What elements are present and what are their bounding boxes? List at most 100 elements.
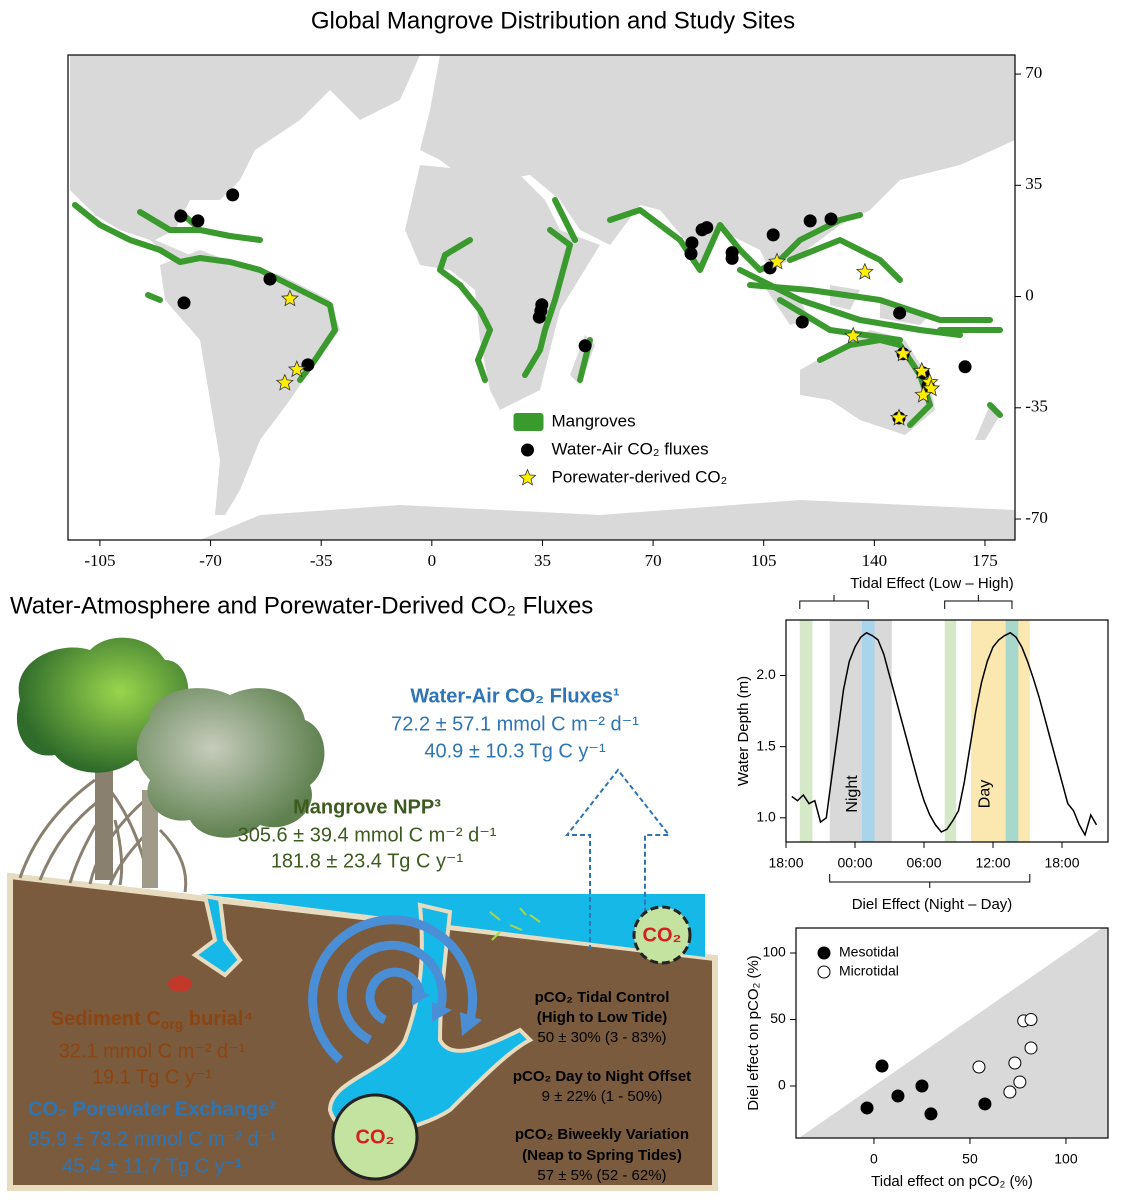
x-tick-label: 0 [428,551,437,570]
point [684,247,698,261]
plot-frame [785,619,1109,843]
y-axis-label: Water Depth (m) [735,676,752,786]
legend-swatch [513,413,544,431]
point [226,188,240,202]
annotation: Diel Effect (Night – Day) [852,896,1013,913]
shaded-band [944,620,957,842]
point [263,272,277,286]
burial-title-sub: org [161,1016,184,1032]
npp-title: Mangrove NPP³ [293,796,441,818]
star-marker [855,262,874,280]
control-value: 57 ± 5% (52 - 62%) [537,1167,666,1184]
shaded-band [971,620,1030,842]
co2-label: CO₂ [643,924,682,946]
depth-line [791,631,1098,837]
control-title: pCO₂ Biweekly Variation [515,1126,689,1143]
bracket [799,595,869,609]
y-tick-label: 100 [762,944,786,960]
map-land [70,55,1015,540]
control-value: 9 ± 22% (1 - 50%) [542,1088,663,1105]
x-tick-label: 0 [870,1151,878,1167]
x-tick-label: -105 [84,551,115,570]
star-marker [844,326,863,344]
x-axis-label: Tidal effect on pCO₂ (%) [871,1173,1033,1190]
x-tick-label: 175 [972,551,998,570]
point [1008,1056,1022,1070]
y-tick-label: -35 [1025,397,1048,416]
point [578,339,592,353]
burial-value: 32.1 mmol C m⁻² d⁻¹ [59,1040,246,1062]
bracket [829,874,1031,888]
shaded-band [829,620,892,842]
shaded-band [861,620,875,842]
point [177,296,191,310]
x-tick-label: 18:00 [768,855,803,871]
porewater-title: CO₂ Porewater Exchange² [28,1098,276,1120]
point [972,1060,986,1074]
point [174,209,188,223]
annotation: Day [976,780,993,808]
legend-label: Mangroves [552,411,636,430]
x-tick-label: 50 [962,1151,978,1167]
star-marker [287,360,306,378]
burial-title: Sediment Corg burial⁴ [51,1008,254,1031]
annotation: Night [844,775,861,813]
npp-value: 305.6 ± 39.4 mmol C m⁻² d⁻¹ [238,824,497,846]
point [700,221,714,235]
y-tick-label: 1.0 [756,809,776,825]
diagram-title: Water-Atmosphere and Porewater-Derived C… [10,592,593,619]
y-tick-label: 0 [778,1077,786,1093]
y-tick-label: -70 [1025,508,1048,527]
x-tick-label: 105 [751,551,777,570]
legend-label: Water-Air CO₂ fluxes [552,439,709,458]
point [795,315,809,329]
point [191,214,205,228]
map-title: Global Mangrove Distribution and Study S… [311,7,795,34]
star-marker [914,385,933,403]
legend-label: Microtidal [839,963,899,979]
star-marker [912,361,931,379]
point [891,1089,905,1103]
bracket [944,595,1013,609]
x-tick-label: 12:00 [975,855,1010,871]
y-axis-label: Diel effect on pCO₂ (%) [745,955,762,1111]
plot-frame [67,54,1016,541]
annotation: Tidal Effect (Low – High) [850,575,1013,592]
point [915,1079,929,1093]
y-tick-label: 35 [1025,174,1042,193]
y-tick-label: 0 [1025,285,1034,304]
burial-title-part: Sediment C [51,1008,161,1030]
npp-value: 181.8 ± 23.4 Tg C y⁻¹ [271,850,464,872]
y-tick-label: 50 [770,1010,786,1026]
mangrove-distribution [72,197,1003,428]
flux-value: 40.9 ± 10.3 Tg C y⁻¹ [424,740,606,762]
x-tick-label: 100 [1054,1151,1078,1167]
x-tick-label: 18:00 [1044,855,1079,871]
burial-value: 19.1 Tg C y⁻¹ [92,1066,213,1088]
x-tick-label: 70 [645,551,662,570]
point [1003,1085,1017,1099]
star-marker [275,373,294,391]
point [1024,1041,1038,1055]
point [893,306,907,320]
x-tick-label: 06:00 [906,855,941,871]
point [824,212,838,226]
control-title: pCO₂ Tidal Control [535,989,670,1006]
control-subtitle: (High to Low Tide) [537,1009,668,1026]
point [860,1101,874,1115]
legend-label: Mesotidal [839,944,899,960]
co2-label: CO₂ [356,1126,395,1148]
star-marker [894,344,913,362]
point [685,236,699,250]
x-tick-label: -70 [199,551,222,570]
control-title: pCO₂ Day to Night Offset [513,1068,691,1085]
legend-marker [817,965,831,979]
legend-marker [817,946,831,960]
star-marker [280,289,299,307]
x-tick-label: 00:00 [837,855,872,871]
point [532,310,546,324]
star-marker [890,408,908,426]
flux-value: 72.2 ± 57.1 mmol C m⁻² d⁻¹ [391,713,639,735]
control-subtitle: (Neap to Spring Tides) [522,1147,682,1164]
